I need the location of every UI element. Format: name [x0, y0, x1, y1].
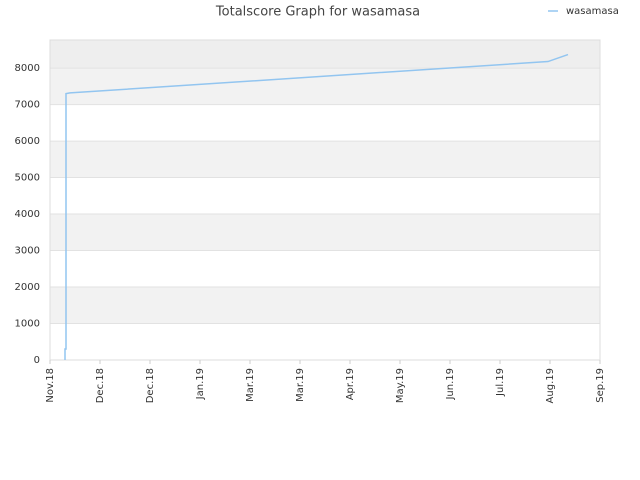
y-tick-label: 3000 — [15, 246, 40, 257]
x-tick-label: Mar.19 — [295, 368, 306, 402]
chart-title: Totalscore Graph for wasamasa — [215, 5, 420, 20]
y-tick-label: 7000 — [15, 100, 40, 111]
x-tick-label: Nov.18 — [45, 368, 56, 403]
x-tick-label: Mar.19 — [245, 368, 256, 402]
band — [50, 214, 600, 251]
y-tick-label: 8000 — [15, 63, 40, 74]
x-tick-label: Sep.19 — [595, 368, 606, 403]
x-tick-label: Aug.19 — [545, 368, 556, 403]
band — [50, 104, 600, 142]
x-tick-label: Apr.19 — [345, 368, 356, 400]
plot-border — [49, 39, 601, 361]
band — [50, 323, 600, 360]
y-tick-label: 6000 — [15, 136, 40, 147]
data-line — [64, 53, 569, 360]
y-tick-label: 5000 — [15, 173, 40, 184]
band — [50, 177, 600, 215]
y-tick-label: 4000 — [15, 209, 40, 220]
legend-label: wasamasa — [566, 6, 619, 17]
x-tick-label: May.19 — [395, 368, 406, 403]
y-tick-label: 1000 — [15, 319, 40, 330]
y-tick-label: 0 — [34, 355, 40, 366]
y-tick-label: 2000 — [15, 282, 40, 293]
x-tick-label: Dec.18 — [95, 368, 106, 403]
x-tick-label: Jul.19 — [495, 368, 506, 397]
band — [50, 68, 600, 105]
band — [50, 141, 600, 178]
band — [50, 250, 600, 288]
x-tick-label: Jun.19 — [445, 368, 456, 401]
x-tick-label: Dec.18 — [145, 368, 156, 403]
x-tick-label: Jan.19 — [195, 368, 206, 400]
band — [50, 287, 600, 324]
